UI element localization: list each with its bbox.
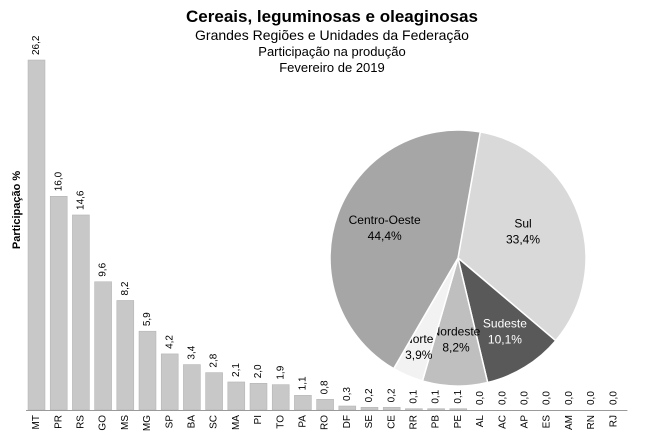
- bar-ma: [227, 381, 246, 411]
- tick-label-to: TO: [275, 415, 286, 429]
- bar-pi: [249, 383, 268, 411]
- tick-label-ro: RO: [320, 415, 331, 430]
- bar-ms: [116, 300, 135, 411]
- bar-pr: [49, 196, 68, 411]
- bar-sp: [160, 353, 179, 411]
- chart-title: Cereais, leguminosas e oleaginosas: [186, 7, 478, 26]
- value-label-pr: 16,0: [53, 171, 64, 191]
- tick-label-pb: PB: [431, 415, 442, 429]
- tick-label-df: DF: [342, 415, 353, 428]
- chart-period: Fevereiro de 2019: [279, 60, 385, 75]
- pie-label-sul: Sul: [514, 216, 531, 230]
- value-label-sp: 4,2: [164, 335, 175, 349]
- pie-chart: Sul33,4%Sudeste10,1%Nordeste8,2%Norte3,9…: [329, 129, 587, 387]
- tick-label-pr: PR: [53, 415, 64, 429]
- bar-df: [338, 405, 357, 411]
- tick-label-ba: BA: [187, 415, 198, 429]
- bar-pe: [449, 408, 468, 411]
- tick-label-ac: AC: [497, 415, 508, 429]
- tick-label-al: AL: [475, 415, 486, 428]
- bar-rr: [405, 408, 423, 411]
- pie-label-sudeste: Sudeste: [483, 316, 527, 330]
- bar-series: 26,2 MT 16,0 PR 14,6 RS 9,6 GO 8,2 MS 5,9 MG 4,2 SP 3,…: [27, 35, 619, 431]
- tick-label-pe: PE: [453, 415, 464, 429]
- chart-subtitle: Grandes Regiões e Unidades da Federação: [195, 27, 469, 43]
- value-label-es: 0,0: [542, 391, 553, 405]
- tick-label-go: GO: [98, 415, 109, 431]
- pie-label-centro-oeste: Centro-Oeste: [349, 213, 421, 227]
- bar-ce: [382, 407, 401, 411]
- pie-value-sudeste: 10,1%: [488, 332, 522, 346]
- value-label-se: 0,2: [364, 388, 375, 402]
- value-label-df: 0,3: [342, 387, 353, 401]
- tick-label-sc: SC: [209, 415, 220, 429]
- value-label-to: 1,9: [275, 365, 286, 379]
- tick-label-rn: RN: [586, 415, 597, 429]
- value-label-ms: 8,2: [120, 281, 131, 295]
- bar-ba: [183, 364, 201, 411]
- value-label-ba: 3,4: [187, 345, 198, 359]
- pie-slice-sudeste: [456, 255, 557, 384]
- bar-ro: [316, 399, 334, 411]
- value-label-am: 0,0: [564, 391, 575, 405]
- tick-label-mg: MG: [142, 415, 153, 431]
- value-label-ap: 0,0: [520, 391, 531, 405]
- tick-label-ap: AP: [520, 415, 531, 429]
- tick-label-am: AM: [564, 415, 575, 430]
- value-label-ma: 2,1: [231, 363, 242, 377]
- bar-pa: [294, 395, 312, 411]
- pie-value-norte: 3,9%: [405, 348, 433, 362]
- tick-label-rs: RS: [76, 415, 87, 429]
- tick-label-pi: PI: [253, 415, 264, 424]
- bar-sc: [205, 372, 223, 411]
- chart-titles: Cereais, leguminosas e oleaginosas Grand…: [0, 6, 650, 76]
- value-label-al: 0,0: [475, 391, 486, 405]
- bar-to: [271, 384, 290, 411]
- tick-label-es: ES: [542, 415, 553, 429]
- pie-slice-sul: [457, 131, 587, 342]
- tick-label-pa: PA: [298, 415, 309, 428]
- value-label-rj: 0,0: [608, 391, 619, 405]
- bar-pb: [427, 408, 445, 411]
- bar-mt: [27, 59, 46, 411]
- tick-label-ma: MA: [231, 415, 242, 430]
- tick-label-rr: RR: [409, 415, 420, 429]
- value-label-pi: 2,0: [253, 364, 264, 378]
- y-axis-label: Participação %: [11, 171, 23, 249]
- tick-label-rj: RJ: [608, 415, 619, 427]
- value-label-rs: 14,6: [76, 190, 87, 210]
- pie-value-sul: 33,4%: [506, 232, 540, 246]
- bar-mg: [138, 330, 157, 411]
- tick-label-mt: MT: [31, 415, 42, 429]
- value-label-rn: 0,0: [586, 391, 597, 405]
- value-label-pb: 0,1: [431, 389, 442, 403]
- chart-subtitle-2: Participação na produção: [258, 44, 406, 59]
- bar-rs: [72, 214, 90, 411]
- value-label-pe: 0,1: [453, 389, 464, 403]
- value-label-rr: 0,1: [409, 389, 420, 403]
- value-label-mt: 26,2: [31, 35, 42, 55]
- bar-go: [94, 281, 112, 411]
- tick-label-sp: SP: [164, 415, 175, 429]
- tick-label-se: SE: [364, 415, 375, 429]
- pie-value-nordeste: 8,2%: [442, 340, 470, 354]
- pie-value-centro-oeste: 44,4%: [368, 229, 402, 243]
- value-label-ro: 0,8: [320, 380, 331, 394]
- value-label-sc: 2,8: [209, 353, 220, 367]
- value-label-mg: 5,9: [142, 312, 153, 326]
- pie-label-nordeste: Nordeste: [432, 324, 481, 338]
- value-label-ce: 0,2: [386, 388, 397, 402]
- tick-label-ms: MS: [120, 415, 131, 430]
- pie-slice-centro-oeste: [329, 129, 482, 370]
- bar-se: [360, 407, 379, 411]
- value-label-go: 9,6: [98, 262, 109, 276]
- tick-label-ce: CE: [386, 415, 397, 429]
- value-label-ac: 0,0: [497, 391, 508, 405]
- value-label-pa: 1,1: [298, 376, 309, 390]
